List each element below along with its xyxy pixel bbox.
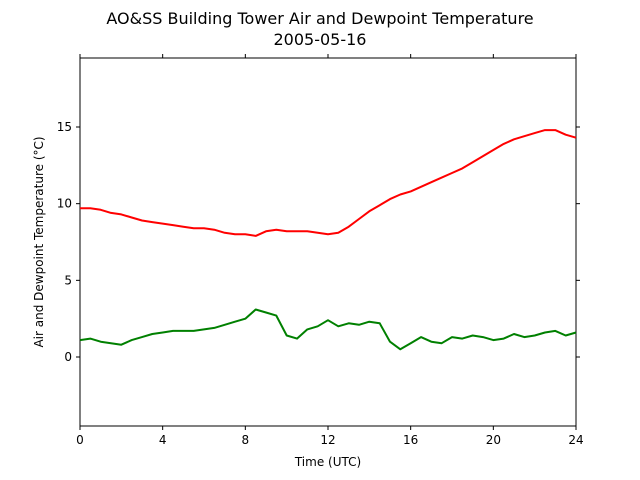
- x-axis: 0 4 8 12 16 20 24: [76, 54, 584, 447]
- x-tick-label: 12: [320, 433, 335, 447]
- x-axis-label: Time (UTC): [294, 455, 361, 469]
- x-tick-label: 8: [242, 433, 250, 447]
- chart-title: AO&SS Building Tower Air and Dewpoint Te…: [106, 9, 533, 28]
- x-tick-label: 16: [403, 433, 418, 447]
- y-tick-label: 5: [64, 273, 72, 287]
- series-layer: [79, 129, 577, 351]
- x-tick-label: 20: [486, 433, 501, 447]
- air-temperature-line: [80, 129, 577, 237]
- y-axis: 0 5 10 15: [57, 120, 580, 364]
- y-tick-label: 0: [64, 350, 72, 364]
- x-tick-label: 24: [568, 433, 583, 447]
- y-tick-label: 10: [57, 197, 72, 211]
- x-tick-label: 0: [76, 433, 84, 447]
- y-tick-label: 15: [57, 120, 72, 134]
- chart-subtitle: 2005-05-16: [274, 30, 367, 49]
- dewpoint-temperature-line: [79, 308, 577, 351]
- x-tick-label: 4: [159, 433, 167, 447]
- y-axis-label: Air and Dewpoint Temperature (°C): [32, 136, 46, 347]
- plot-frame: [79, 57, 577, 427]
